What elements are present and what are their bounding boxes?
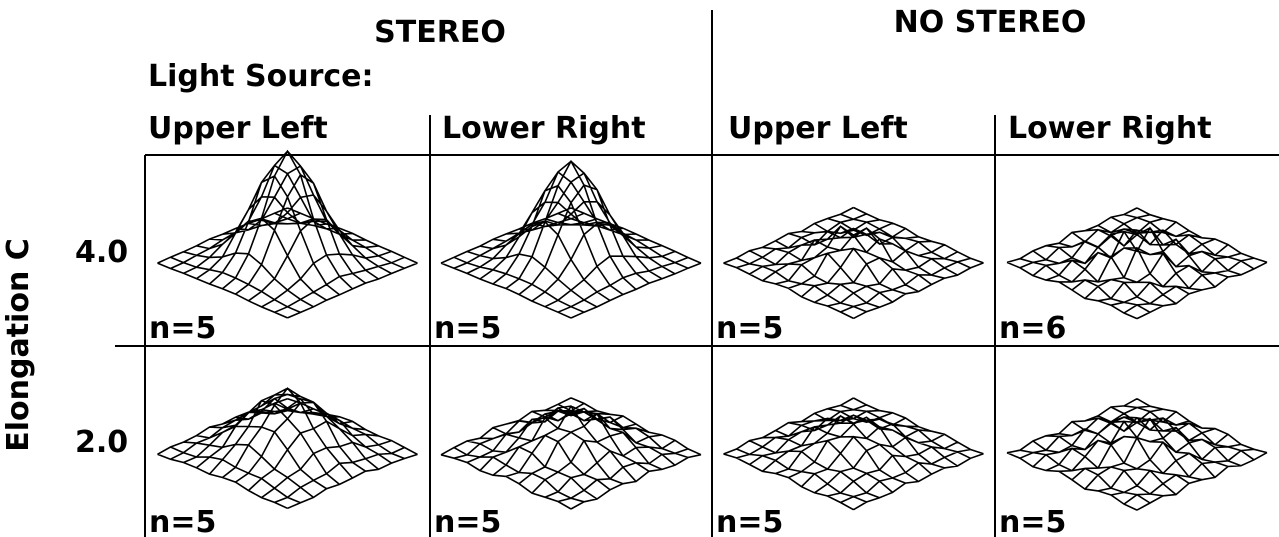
mesh xyxy=(157,149,418,319)
n-label: n=6 xyxy=(999,311,1066,346)
n-label: n=5 xyxy=(149,311,216,346)
row-label: 2.0 xyxy=(75,425,128,460)
column-label: Lower Right xyxy=(1008,111,1212,146)
n-label: n=5 xyxy=(149,505,216,537)
n-label: n=5 xyxy=(716,505,783,537)
row-label: 4.0 xyxy=(75,235,128,270)
mesh xyxy=(440,160,702,319)
mesh xyxy=(157,387,418,510)
cells: n=5 n=5 n=5 n=6 n=5 n=5 n=5 n=5 xyxy=(149,149,1268,537)
heading: STEREO xyxy=(374,15,506,50)
n-label: n=5 xyxy=(999,505,1066,537)
column-label: Upper Left xyxy=(728,111,908,146)
frame xyxy=(115,10,1279,537)
mesh xyxy=(440,397,702,510)
column-label: Lower Right xyxy=(442,111,646,146)
n-label: n=5 xyxy=(716,311,783,346)
heading: NO STEREO xyxy=(894,5,1087,40)
n-label: n=5 xyxy=(434,505,501,537)
n-label: n=5 xyxy=(434,311,501,346)
mesh xyxy=(1006,207,1268,320)
mesh xyxy=(723,397,984,511)
mesh xyxy=(1006,398,1268,511)
mesh xyxy=(723,206,984,320)
subheading: Light Source: xyxy=(148,59,374,94)
column-label: Upper Left xyxy=(148,111,328,146)
axis-label: Elongation C xyxy=(1,238,36,452)
